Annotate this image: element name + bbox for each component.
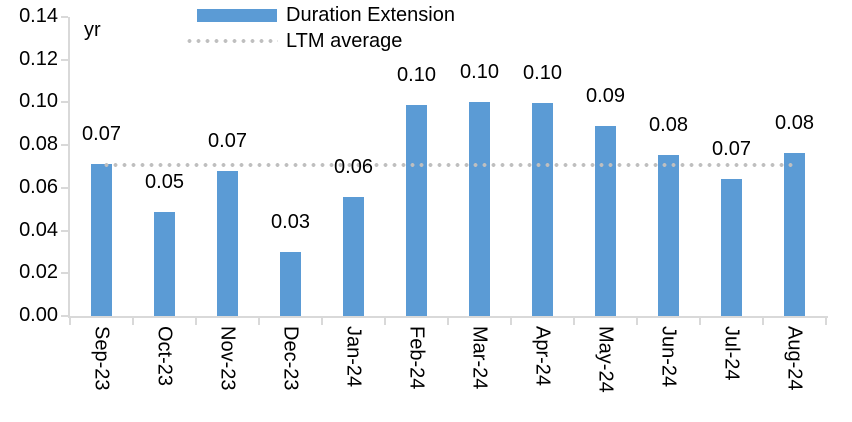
x-tick-mark: [573, 318, 575, 325]
bar-value-label: 0.05: [145, 171, 184, 194]
y-axis-line: [68, 17, 70, 316]
y-tick-label: 0.06: [19, 175, 58, 198]
ltm-average-line: [101, 163, 795, 168]
x-axis-label: May-24: [594, 326, 617, 393]
x-tick-mark: [132, 318, 134, 325]
bar-apr-24: [532, 103, 553, 316]
x-axis-label: Jan-24: [342, 326, 365, 388]
x-tick-mark: [825, 318, 827, 325]
y-tick-label: 0.04: [19, 218, 58, 241]
x-axis-label: Dec-23: [279, 326, 302, 391]
x-tick-mark: [321, 318, 323, 325]
legend-entry-ltm-average: LTM average: [185, 28, 455, 54]
x-tick-mark: [384, 318, 386, 325]
bar-value-label: 0.08: [775, 111, 814, 134]
legend: Duration Extension LTM average: [185, 2, 455, 54]
legend-duration-extension-label: Duration Extension: [286, 4, 455, 26]
bar-value-label: 0.10: [523, 62, 562, 85]
y-axis-unit-label: yr: [84, 19, 101, 41]
x-tick-mark: [258, 318, 260, 325]
x-axis-label: Apr-24: [531, 326, 554, 387]
bar-sep-23: [91, 164, 112, 316]
x-tick-mark: [195, 318, 197, 325]
bar-mar-24: [469, 102, 490, 316]
x-axis-label: Mar-24: [468, 326, 491, 390]
y-tick-label: 0.00: [19, 304, 58, 326]
x-axis-label: Feb-24: [405, 326, 428, 390]
bar-oct-23: [154, 212, 175, 316]
y-tick-label: 0.10: [19, 90, 58, 113]
bar-value-label: 0.07: [82, 123, 121, 146]
y-tick-mark: [61, 315, 68, 317]
x-tick-mark: [510, 318, 512, 325]
y-tick-label: 0.14: [19, 5, 58, 27]
x-tick-mark: [69, 318, 71, 325]
bar-value-label: 0.06: [334, 156, 373, 179]
y-tick-label: 0.02: [19, 261, 58, 284]
x-tick-mark: [699, 318, 701, 325]
x-tick-mark: [762, 318, 764, 325]
y-tick-mark: [61, 272, 68, 275]
y-tick-mark: [61, 58, 68, 61]
x-axis-label: Sep-23: [90, 326, 113, 391]
x-tick-mark: [636, 318, 638, 325]
legend-entry-duration-extension: Duration Extension: [185, 2, 455, 28]
y-tick-mark: [61, 16, 68, 18]
y-tick-mark: [61, 144, 68, 147]
bar-jun-24: [658, 154, 679, 316]
legend-bar-swatch: [197, 8, 277, 22]
y-tick-label: 0.12: [19, 47, 58, 70]
bar-nov-23: [217, 170, 238, 316]
bar-value-label: 0.03: [271, 210, 310, 233]
x-axis-label: Jun-24: [657, 326, 680, 388]
bar-may-24: [595, 125, 616, 316]
y-tick-mark: [61, 101, 68, 104]
x-axis-label: Nov-23: [216, 326, 239, 391]
legend-ltm-average-label: LTM average: [286, 30, 403, 52]
bar-jul-24: [721, 179, 742, 316]
bar-feb-24: [406, 104, 427, 316]
x-axis-label: Aug-24: [783, 326, 806, 391]
bar-value-label: 0.07: [208, 129, 247, 152]
bar-value-label: 0.10: [397, 63, 436, 86]
legend-dotted-line-swatch: [185, 39, 278, 43]
bar-value-label: 0.08: [649, 113, 688, 136]
bar-value-label: 0.10: [460, 61, 499, 84]
bar-value-label: 0.07: [712, 138, 751, 161]
y-tick-mark: [61, 229, 68, 232]
x-axis-label: Jul-24: [720, 326, 743, 381]
bar-aug-24: [784, 152, 805, 316]
x-tick-mark: [447, 318, 449, 325]
bar-value-label: 0.09: [586, 84, 625, 107]
bar-dec-23: [280, 251, 301, 316]
y-tick-label: 0.08: [19, 133, 58, 156]
bar-jan-24: [343, 197, 364, 316]
x-axis-label: Oct-23: [153, 326, 176, 387]
y-tick-mark: [61, 186, 68, 189]
x-axis-line: [68, 316, 828, 318]
